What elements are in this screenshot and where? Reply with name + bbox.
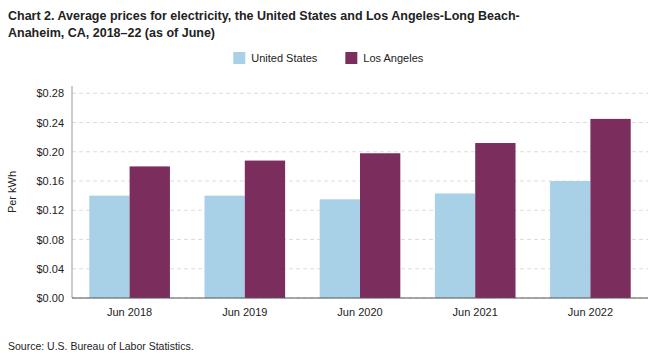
grid-line (72, 298, 648, 299)
title-line: Chart 2. Average prices for electricity,… (8, 9, 520, 23)
grid-line (72, 93, 648, 94)
y-tick-label: $0.28 (36, 87, 64, 99)
bar (590, 119, 630, 298)
y-tick-label: $0.04 (36, 263, 64, 275)
legend-label: United States (251, 52, 318, 64)
bar (245, 161, 285, 298)
bar (130, 166, 170, 298)
x-tick-label: Jun 2018 (107, 306, 152, 318)
legend-swatch (233, 52, 245, 64)
y-axis-line (72, 86, 73, 298)
x-axis-line (72, 298, 648, 299)
bar (204, 196, 244, 298)
bar (550, 181, 590, 298)
x-tick-label: Jun 2022 (568, 306, 613, 318)
grid-line (72, 122, 648, 123)
y-tick-label: $0.08 (36, 234, 64, 246)
bar (89, 196, 129, 298)
grid-line (72, 151, 648, 152)
title: Chart 2. Average prices for electricity,… (8, 9, 520, 40)
y-tick-label: $0.12 (36, 204, 64, 216)
y-axis-label: Per kWh (6, 171, 18, 213)
x-tick-label: Jun 2021 (453, 306, 498, 318)
legend-swatch (345, 52, 357, 64)
title-line: Anaheim, CA, 2018–22 (as of June) (8, 26, 215, 40)
y-tick-label: $0.24 (36, 117, 64, 129)
bar (475, 143, 515, 298)
bars (89, 119, 630, 298)
chart: Chart 2. Average prices for electricity,… (0, 0, 661, 360)
bar (435, 193, 475, 298)
legend-label: Los Angeles (363, 52, 423, 64)
grid (72, 93, 648, 298)
x-tick-label: Jun 2019 (222, 306, 267, 318)
source: Source: U.S. Bureau of Labor Statistics. (8, 340, 194, 352)
x-tick-label: Jun 2020 (337, 306, 382, 318)
bar (320, 199, 360, 298)
y-tick-label: $0.00 (36, 292, 64, 304)
legend: United States Los Angeles (233, 52, 423, 64)
y-tick-label: $0.20 (36, 146, 64, 158)
bar (360, 153, 400, 298)
y-tick-label: $0.16 (36, 175, 64, 187)
